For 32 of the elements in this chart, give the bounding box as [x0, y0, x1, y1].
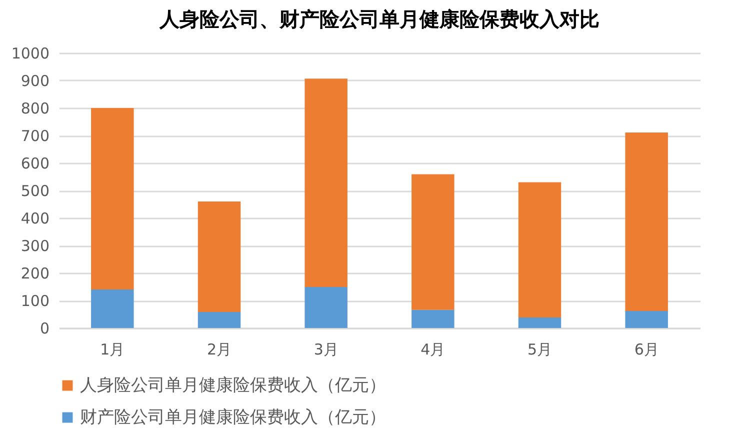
x-tick-label: 3月 [314, 340, 338, 358]
bar [412, 174, 454, 310]
x-tick-label: 4月 [420, 340, 446, 358]
legend-label: 人身险公司单月健康险保费收入（亿元） [80, 376, 386, 396]
y-tick-label: 900 [20, 72, 50, 90]
legend-label: 财产险公司单月健康险保费收入（亿元） [80, 408, 386, 428]
bar [518, 318, 562, 328]
bar [412, 310, 454, 328]
bar [304, 287, 348, 328]
x-tick-label: 6月 [634, 340, 659, 358]
y-tick-label: 500 [20, 182, 50, 200]
bar [304, 78, 348, 288]
y-tick-label: 1000 [11, 44, 50, 62]
y-tick-label: 800 [20, 100, 50, 118]
bar [91, 290, 134, 328]
bar [625, 310, 668, 328]
x-tick-label: 1月 [100, 340, 125, 358]
bar [91, 108, 134, 290]
bar [518, 182, 562, 318]
x-tick-label: 5月 [527, 340, 552, 358]
x-tick-label: 2月 [206, 340, 232, 358]
y-tick-label: 100 [20, 292, 50, 310]
bar [625, 132, 668, 311]
y-tick-label: 400 [20, 210, 50, 228]
y-tick-label: 600 [20, 154, 50, 172]
chart-title: 人身险公司、财产险公司单月健康险保费收入对比 [158, 7, 600, 31]
y-tick-label: 300 [20, 237, 50, 255]
y-tick-label: 200 [20, 264, 50, 282]
y-tick-label: 700 [20, 127, 50, 145]
bar [198, 312, 241, 328]
y-tick-label: 0 [40, 320, 50, 338]
bar [198, 202, 241, 312]
